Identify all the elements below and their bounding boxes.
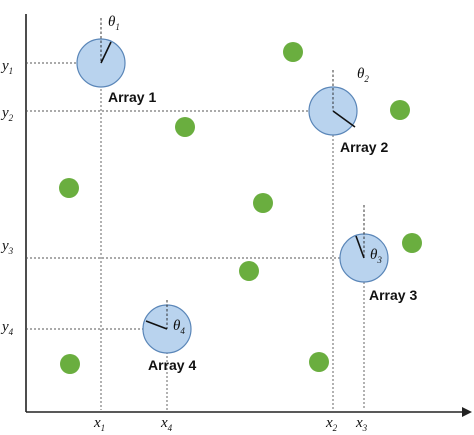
y1-label: y1 (0, 58, 13, 76)
array-4: θ4 Array 4 (142, 300, 196, 373)
x4-label: x4 (160, 415, 173, 433)
x-axis-arrowhead (462, 407, 472, 417)
array-3-angle-line (355, 235, 365, 259)
x3-label: x3 (355, 415, 368, 433)
array-3-angle-label: θ3 (370, 247, 382, 265)
array-4-angle-line (145, 320, 168, 330)
array-4-angle-label: θ4 (173, 318, 185, 336)
source-dot (283, 42, 303, 62)
source-dot (309, 352, 329, 372)
array-3: θ3 Array 3 (339, 205, 417, 303)
array-2: θ2 Array 2 (308, 66, 388, 155)
source-dot (175, 117, 195, 137)
source-dot (402, 233, 422, 253)
array-3-label: Array 3 (369, 287, 417, 303)
array-4-label: Array 4 (148, 357, 196, 373)
array-1-label: Array 1 (108, 89, 156, 105)
source-dot (60, 354, 80, 374)
sources (59, 42, 422, 374)
y3-label: y3 (0, 238, 14, 256)
array-2-label: Array 2 (340, 139, 388, 155)
source-dot (239, 261, 259, 281)
y2-label: y2 (0, 105, 14, 123)
array-1-angle-label: θ1 (108, 14, 120, 32)
array-1: θ1 Array 1 (76, 14, 156, 105)
x1-label: x1 (93, 415, 105, 433)
source-dot (59, 178, 79, 198)
source-dot (390, 100, 410, 120)
y4-label: y4 (0, 319, 14, 337)
x2-label: x2 (325, 415, 338, 433)
source-dot (253, 193, 273, 213)
array-1-angle-line (100, 41, 112, 64)
array-2-angle-line (332, 110, 356, 128)
array-2-angle-label: θ2 (357, 66, 369, 84)
